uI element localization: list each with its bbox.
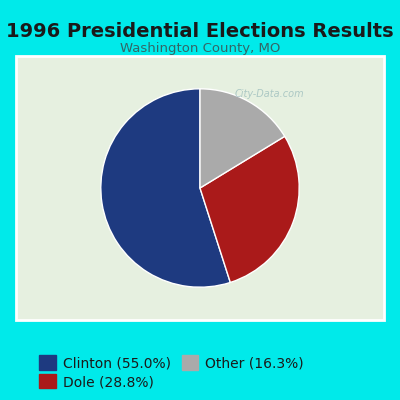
Legend: Clinton (55.0%), Dole (28.8%), Other (16.3%): Clinton (55.0%), Dole (28.8%), Other (16… <box>39 355 304 389</box>
Wedge shape <box>200 89 285 188</box>
Wedge shape <box>101 89 230 287</box>
Text: 1996 Presidential Elections Results: 1996 Presidential Elections Results <box>6 22 394 41</box>
Text: City-Data.com: City-Data.com <box>235 89 304 99</box>
Wedge shape <box>200 136 299 282</box>
Text: Washington County, MO: Washington County, MO <box>120 42 280 55</box>
